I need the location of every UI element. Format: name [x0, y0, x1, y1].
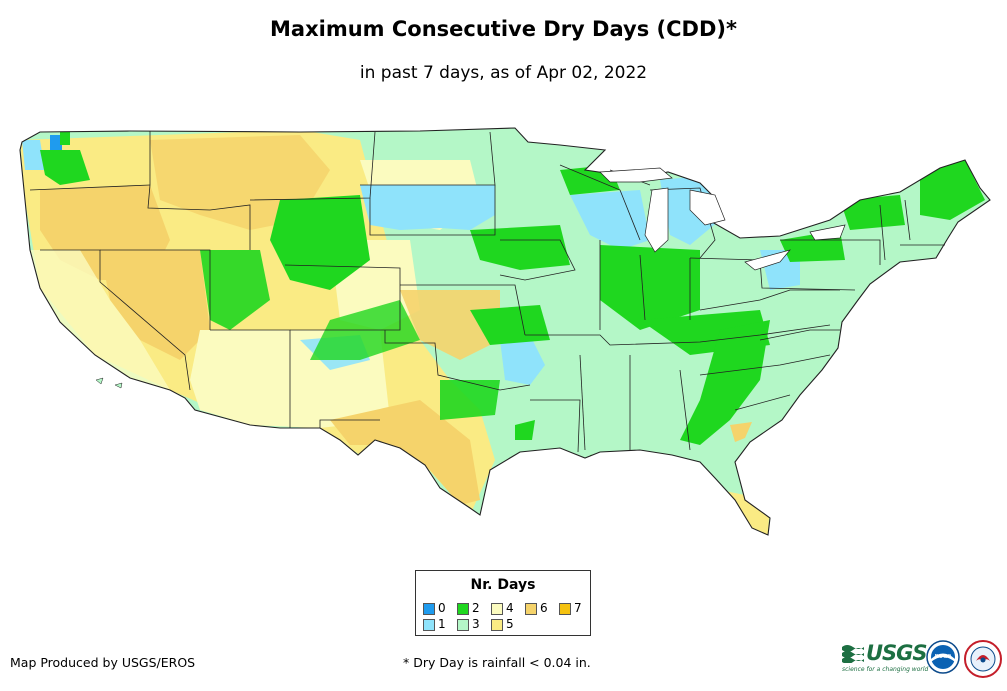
coastal-features [95, 377, 123, 389]
legend-label: 3 [472, 617, 480, 631]
noaa-logo-text: noaa [934, 652, 951, 660]
legend-label: 1 [438, 617, 446, 631]
map-title: Maximum Consecutive Dry Days (CDD)* [270, 17, 737, 41]
legend-swatch [423, 603, 435, 615]
legend-swatch [525, 603, 537, 615]
noaa-logo: noaa [926, 640, 960, 674]
legend-items: 0 1 2 3 4 5 6 7 [423, 602, 591, 632]
state-borders [19, 127, 991, 536]
usgs-logo: USGS [866, 641, 928, 665]
legend-label: 7 [574, 601, 582, 615]
dry-day-footnote: * Dry Day is rainfall < 0.04 in. [403, 655, 591, 670]
legend: Nr. Days 0 1 2 3 4 5 6 [415, 570, 591, 636]
usgs-tagline: science for a changing world [842, 666, 929, 673]
legend-label: 2 [472, 601, 480, 615]
legend-swatch [559, 603, 571, 615]
legend-label: 5 [506, 617, 514, 631]
map-subtitle: in past 7 days, as of Apr 02, 2022 [359, 63, 648, 83]
legend-swatch [491, 619, 503, 631]
legend-swatch [491, 603, 503, 615]
legend-label: 4 [506, 601, 514, 615]
nws-logo [964, 640, 1002, 678]
producer-credit: Map Produced by USGS/EROS [10, 655, 196, 670]
agency-logos: USGS science for a changing world noaa [842, 640, 1002, 680]
legend-label: 6 [540, 601, 548, 615]
legend-label: 0 [438, 601, 446, 615]
usgs-wave-icon [842, 645, 864, 663]
legend-title: Nr. Days [470, 577, 536, 593]
great-lakes [599, 167, 846, 271]
cdd-raster [20, 128, 990, 535]
legend-swatch [457, 619, 469, 631]
legend-swatch [457, 603, 469, 615]
legend-swatch [423, 619, 435, 631]
